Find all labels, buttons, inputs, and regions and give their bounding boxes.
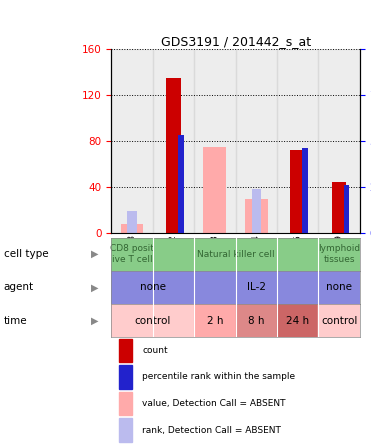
Text: rank, Detection Call = ABSENT: rank, Detection Call = ABSENT bbox=[142, 426, 281, 435]
Bar bbox=[119, 365, 132, 388]
Title: GDS3191 / 201442_s_at: GDS3191 / 201442_s_at bbox=[161, 35, 311, 48]
Text: Natural killer cell: Natural killer cell bbox=[197, 250, 275, 259]
Bar bbox=[111, 304, 194, 337]
Text: control: control bbox=[135, 316, 171, 326]
Text: ▶: ▶ bbox=[91, 249, 98, 259]
Bar bbox=[318, 304, 360, 337]
Bar bbox=[128, 211, 137, 233]
Bar bbox=[277, 49, 318, 233]
Text: control: control bbox=[321, 316, 357, 326]
Text: lymphoid
tissues: lymphoid tissues bbox=[318, 245, 360, 264]
Bar bbox=[277, 304, 318, 337]
Text: none: none bbox=[140, 282, 166, 293]
Bar bbox=[111, 49, 153, 233]
Bar bbox=[194, 271, 318, 304]
Bar bbox=[203, 147, 226, 233]
Text: 2 h: 2 h bbox=[207, 316, 223, 326]
Text: count: count bbox=[142, 346, 168, 355]
Text: IL-2: IL-2 bbox=[247, 282, 266, 293]
Text: none: none bbox=[326, 282, 352, 293]
Text: agent: agent bbox=[4, 282, 34, 293]
Text: 8 h: 8 h bbox=[248, 316, 265, 326]
Bar bbox=[302, 148, 308, 233]
Bar bbox=[178, 135, 184, 233]
Bar bbox=[344, 185, 349, 233]
Bar bbox=[236, 304, 277, 337]
Bar bbox=[236, 49, 277, 233]
Bar bbox=[290, 150, 305, 233]
Text: time: time bbox=[4, 316, 27, 326]
Bar bbox=[318, 271, 360, 304]
Text: cell type: cell type bbox=[4, 249, 48, 259]
Text: 24 h: 24 h bbox=[286, 316, 309, 326]
Bar bbox=[119, 418, 132, 442]
Bar bbox=[153, 238, 318, 271]
Text: ▶: ▶ bbox=[91, 316, 98, 326]
Bar bbox=[194, 304, 236, 337]
Bar bbox=[111, 238, 153, 271]
Text: percentile rank within the sample: percentile rank within the sample bbox=[142, 373, 295, 381]
Bar bbox=[318, 238, 360, 271]
Bar bbox=[166, 78, 181, 233]
Bar bbox=[318, 49, 360, 233]
Text: CD8 posit
ive T cell: CD8 posit ive T cell bbox=[110, 245, 154, 264]
Bar bbox=[153, 49, 194, 233]
Bar bbox=[245, 198, 268, 233]
Bar bbox=[119, 392, 132, 415]
Bar bbox=[111, 271, 194, 304]
Bar bbox=[121, 224, 144, 233]
Text: ▶: ▶ bbox=[91, 282, 98, 293]
Bar bbox=[194, 49, 236, 233]
Text: value, Detection Call = ABSENT: value, Detection Call = ABSENT bbox=[142, 399, 286, 408]
Bar bbox=[119, 338, 132, 362]
Bar bbox=[252, 189, 261, 233]
Bar bbox=[332, 182, 347, 233]
